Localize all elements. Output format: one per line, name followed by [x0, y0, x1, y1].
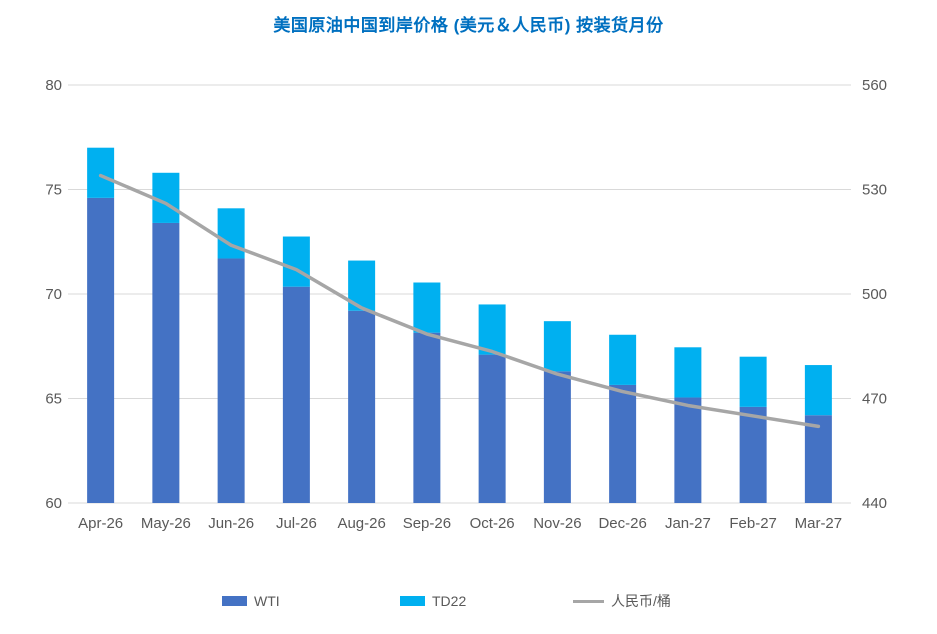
- bar-wti: [152, 222, 180, 503]
- td22-swatch-icon: [400, 596, 425, 606]
- x-axis-category-label: Aug-26: [337, 515, 385, 532]
- x-axis-category-label: Jul-26: [276, 515, 317, 532]
- left-axis-tick-label: 65: [45, 391, 62, 408]
- bar-wti: [674, 397, 702, 503]
- bar-wti: [282, 286, 310, 503]
- x-axis-category-label: Mar-27: [795, 515, 843, 532]
- bar-wti: [348, 310, 376, 503]
- chart-title: 美国原油中国到岸价格 (美元＆人民币) 按装货月份: [273, 16, 664, 35]
- bar-wti: [413, 332, 441, 503]
- bar-wti: [217, 258, 245, 503]
- left-axis-tick-label: 75: [45, 182, 62, 199]
- legend-label-td22: TD22: [432, 593, 467, 609]
- rmb-per-barrel-line: [98, 173, 821, 429]
- x-axis-category-label: Jan-27: [665, 515, 711, 532]
- legend-item-td22: TD22: [400, 591, 466, 611]
- x-axis-category-label: May-26: [141, 515, 191, 532]
- x-axis-category-label: Apr-26: [78, 515, 123, 532]
- bar-td22: [674, 347, 702, 398]
- bar-wti: [609, 384, 637, 503]
- bar-wti: [87, 197, 115, 504]
- bar-wti: [478, 354, 506, 503]
- bar-td22: [87, 147, 115, 198]
- bar-td22: [282, 236, 310, 287]
- legend-item-rmb: 人民币/桶: [573, 591, 671, 611]
- bar-td22: [217, 208, 245, 259]
- right-axis-tick-label: 560: [862, 77, 887, 94]
- right-axis-tick-label: 500: [862, 286, 887, 303]
- x-axis-category-label: Dec-26: [598, 515, 646, 532]
- left-axis-tick-label: 80: [45, 77, 62, 94]
- wti-swatch-icon: [222, 596, 247, 606]
- plot-area: 60 440 65 470 70 500 75 530 80 560 Apr-26 May-26 Jun…: [45, 77, 887, 532]
- bar-td22: [804, 365, 832, 416]
- bar-td22: [739, 356, 767, 407]
- right-axis-tick-label: 440: [862, 495, 887, 512]
- bar-td22: [609, 334, 637, 385]
- bar-wti: [739, 406, 767, 503]
- legend-label-wti: WTI: [254, 593, 280, 609]
- legend: WTI TD22 人民币/桶: [0, 591, 937, 611]
- x-axis-category-label: Sep-26: [403, 515, 451, 532]
- left-axis-tick-label: 70: [45, 286, 62, 303]
- x-axis-category-label: Feb-27: [729, 515, 777, 532]
- bar-td22: [413, 282, 441, 333]
- bar-wti: [804, 415, 832, 503]
- legend-label-rmb: 人民币/桶: [611, 593, 671, 609]
- left-axis-tick-label: 60: [45, 495, 62, 512]
- right-axis-tick-label: 530: [862, 182, 887, 199]
- bar-td22: [478, 304, 506, 355]
- legend-item-wti: WTI: [222, 591, 280, 611]
- rmb-line-swatch-icon: [573, 599, 604, 603]
- x-axis-category-label: Oct-26: [470, 515, 515, 532]
- bar-td22: [543, 321, 571, 372]
- right-axis-tick-label: 470: [862, 391, 887, 408]
- x-axis-category-label: Jun-26: [208, 515, 254, 532]
- bar-wti: [543, 371, 571, 503]
- x-axis-category-label: Nov-26: [533, 515, 581, 532]
